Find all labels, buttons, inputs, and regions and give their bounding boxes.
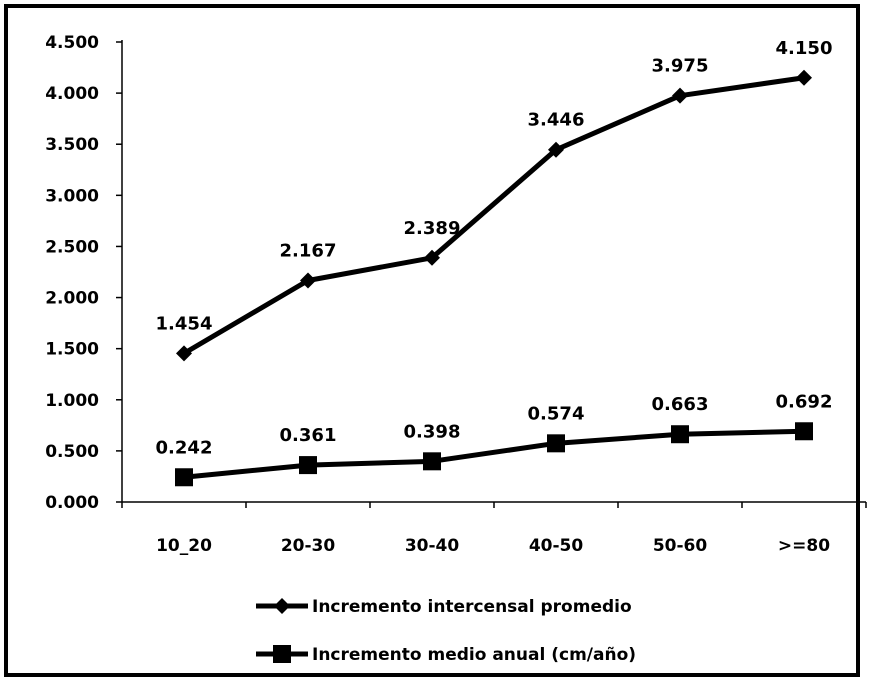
data-label: 0.692 xyxy=(776,391,833,412)
y-tick-label: 1.000 xyxy=(45,391,99,411)
chart-frame xyxy=(4,4,860,677)
series-line-1 xyxy=(182,75,805,356)
square-marker xyxy=(299,456,317,475)
diamond-marker xyxy=(672,87,688,104)
y-tick-label: 3.500 xyxy=(45,135,99,155)
data-label: 0.398 xyxy=(404,421,461,442)
y-tick-label: 0.000 xyxy=(45,493,99,513)
data-label: 1.454 xyxy=(156,313,213,334)
data-label: 2.167 xyxy=(280,240,337,261)
y-tick-label: 1.500 xyxy=(45,340,99,360)
y-tick-label: 4.500 xyxy=(45,33,99,53)
data-label: 4.150 xyxy=(776,38,833,59)
square-marker xyxy=(547,434,565,453)
x-tick-label: 20-30 xyxy=(281,536,336,556)
y-tick-label: 3.000 xyxy=(45,186,99,206)
diamond-marker xyxy=(796,69,812,86)
y-tick-label: 2.000 xyxy=(45,289,99,309)
y-tick-label: 0.500 xyxy=(45,442,99,462)
data-label: 0.663 xyxy=(652,394,709,415)
x-tick-label: 50-60 xyxy=(653,536,708,556)
data-label: 2.389 xyxy=(404,218,461,239)
series-line-2 xyxy=(183,428,805,480)
y-tick-label: 2.500 xyxy=(45,237,99,257)
diamond-marker xyxy=(176,345,192,362)
diamond-marker xyxy=(548,141,564,158)
x-tick-label: 40-50 xyxy=(529,536,584,556)
y-tick-label: 4.000 xyxy=(45,84,99,104)
legend-square-marker xyxy=(273,645,291,663)
x-tick-label: >=80 xyxy=(778,536,830,556)
data-label: 0.574 xyxy=(528,403,585,424)
square-marker xyxy=(671,425,689,444)
diamond-marker xyxy=(424,249,440,266)
data-label: 0.242 xyxy=(156,437,213,458)
diamond-marker xyxy=(300,272,316,289)
data-label: 3.975 xyxy=(652,56,709,77)
data-label: 0.361 xyxy=(280,425,337,446)
square-marker xyxy=(795,422,813,441)
x-tick-label: 10_20 xyxy=(156,536,212,556)
square-marker xyxy=(175,468,193,487)
data-label: 3.446 xyxy=(528,110,585,131)
legend-diamond-marker xyxy=(274,598,290,614)
x-tick-label: 30-40 xyxy=(405,536,460,556)
square-marker xyxy=(423,452,441,471)
legend-label: Incremento intercensal promedio xyxy=(312,597,632,617)
legend-label: Incremento medio anual (cm/año) xyxy=(312,645,636,665)
